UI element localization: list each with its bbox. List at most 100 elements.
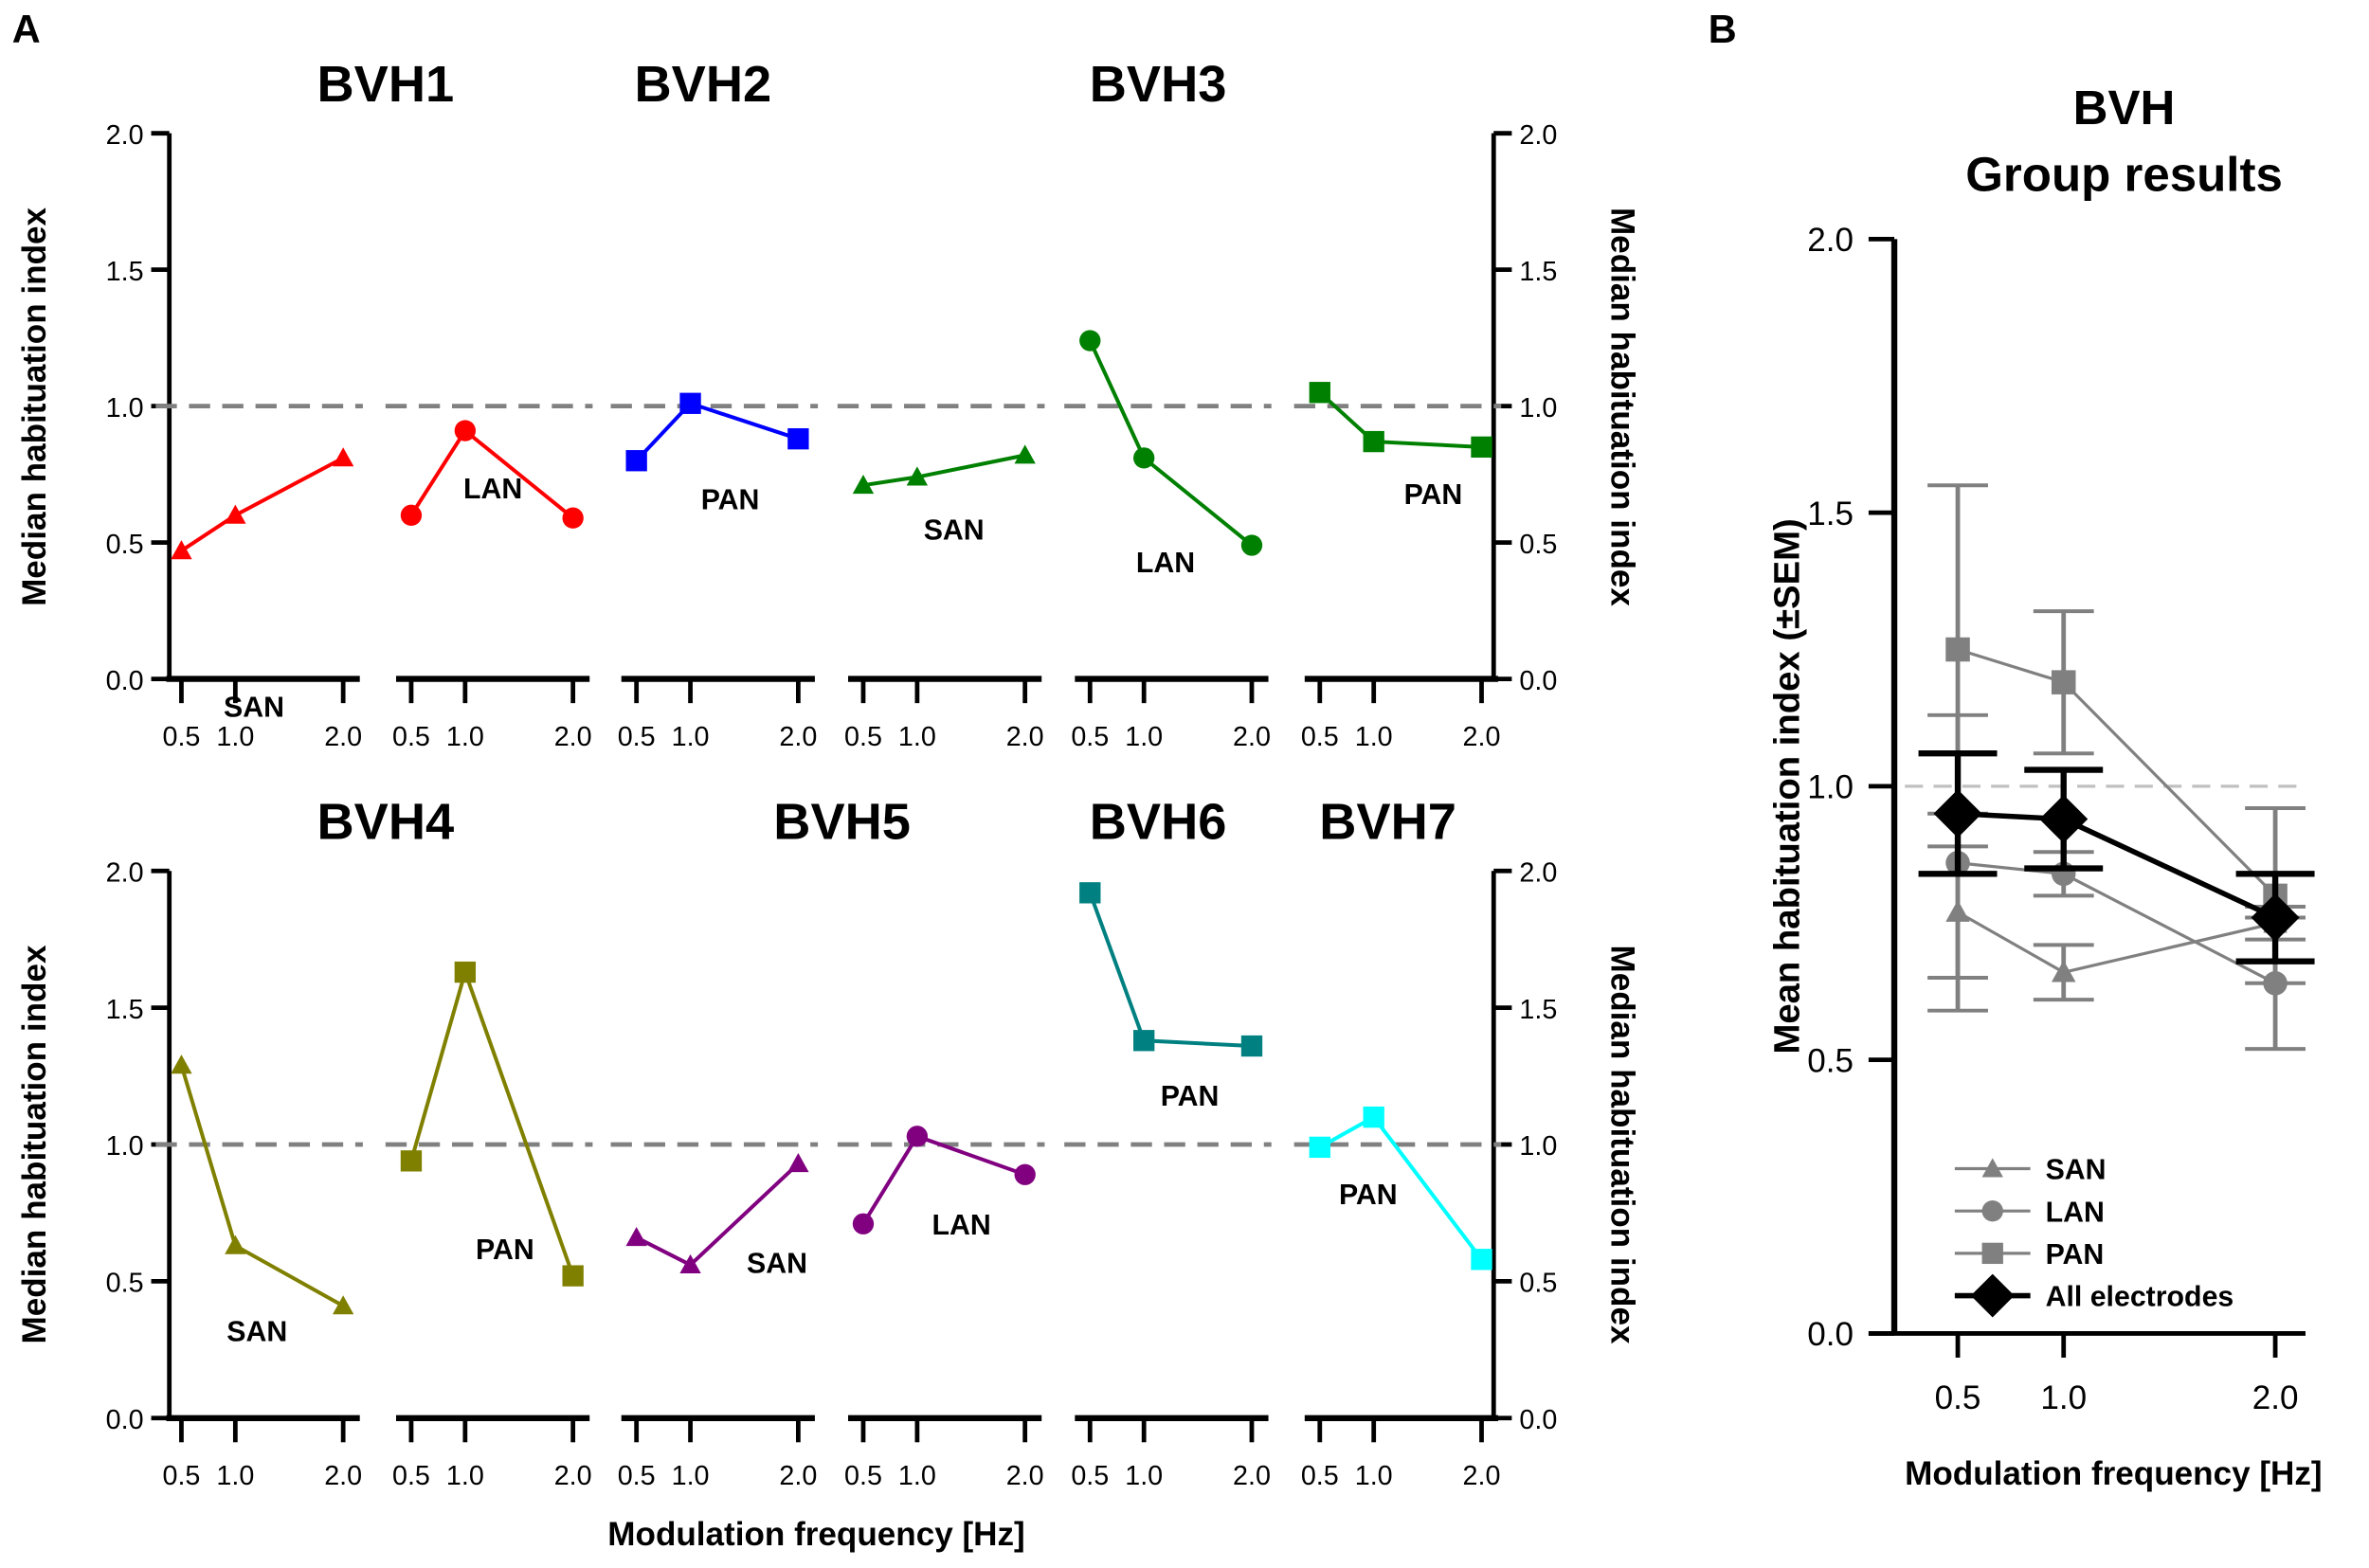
x-tick-label: 1.0 xyxy=(216,722,254,752)
x-tick-label: 0.5 xyxy=(392,1461,430,1491)
x-tick-label: 2.0 xyxy=(1006,722,1044,752)
data-point xyxy=(852,474,875,495)
data-point xyxy=(787,1153,809,1173)
series-bvh3-pan: PAN xyxy=(1309,382,1492,511)
series-bvh4-pan: PAN xyxy=(400,961,584,1287)
x-tick-label: 0.5 xyxy=(162,722,200,752)
x-tick-label: 1.0 xyxy=(898,722,936,752)
x-tick-label: 0.5 xyxy=(1935,1379,1981,1416)
y-tick-label: 2.0 xyxy=(1519,120,1557,151)
x-tick-label: 2.0 xyxy=(324,1461,362,1491)
y-tick-label: 0.5 xyxy=(1519,530,1557,560)
series-label: PAN xyxy=(1161,1081,1220,1112)
x-tick-label: 1.0 xyxy=(1355,1461,1393,1491)
y-tick-label: 1.0 xyxy=(1519,393,1557,424)
y-tick-label: 0.0 xyxy=(1519,1405,1557,1435)
series-label: LAN xyxy=(463,474,522,505)
title-b-line1: BVH xyxy=(2073,81,2176,135)
y-tick-label: 1.0 xyxy=(106,393,144,424)
subject-title: BVH5 xyxy=(773,794,911,851)
series-line xyxy=(862,453,1026,488)
y-tick-label: 1.0 xyxy=(1519,1131,1557,1162)
series-bvh7-pan: PAN xyxy=(1309,1106,1492,1271)
x-tick-label: 2.0 xyxy=(2252,1379,2299,1416)
y-tick-label: 0.5 xyxy=(1807,1042,1854,1079)
data-point xyxy=(679,1253,701,1273)
x-tick-label: 0.5 xyxy=(844,722,882,752)
x-tick-label: 2.0 xyxy=(1463,1461,1501,1491)
data-point xyxy=(225,1235,246,1254)
x-tick-label: 2.0 xyxy=(1463,722,1501,752)
x-tick-label: 0.5 xyxy=(1301,722,1339,752)
series-label: SAN xyxy=(224,693,284,724)
legend-label: LAN xyxy=(2046,1197,2105,1228)
subject-title: BVH4 xyxy=(316,794,454,851)
series-b-all-electrodes xyxy=(1918,750,2315,964)
data-point xyxy=(562,507,584,529)
legend-marker xyxy=(1981,1242,2003,1265)
y-tick-label: 0.5 xyxy=(1519,1269,1557,1299)
series-bvh2-pan: PAN xyxy=(625,392,809,516)
series-bvh1-lan: LAN xyxy=(400,420,584,529)
legend-marker xyxy=(1981,1158,2003,1178)
data-point xyxy=(332,1295,354,1315)
series-line xyxy=(1957,861,2276,985)
data-point xyxy=(1309,382,1330,404)
series-b-lan xyxy=(1927,712,2306,1052)
data-point xyxy=(1309,1136,1330,1159)
legend-item: LAN xyxy=(1954,1197,2105,1228)
data-point xyxy=(852,1213,875,1235)
y-tick-label: 2.0 xyxy=(1807,222,1854,259)
y-tick-label: 0.0 xyxy=(106,1405,144,1435)
y-tick-label: 1.0 xyxy=(106,1131,144,1162)
y-tick-label: 0.5 xyxy=(106,1269,144,1299)
y-tick-label: 2.0 xyxy=(106,120,144,151)
data-point xyxy=(562,1265,584,1287)
x-tick-label: 1.0 xyxy=(1125,722,1163,752)
series-line xyxy=(1088,339,1254,548)
series-label: PAN xyxy=(1404,479,1463,511)
data-point xyxy=(2039,795,2089,844)
y-axis-label-top-right: Median habituation index xyxy=(1604,207,1641,606)
x-tick-label: 2.0 xyxy=(554,722,592,752)
data-point xyxy=(454,961,477,983)
series-label: PAN xyxy=(476,1235,534,1266)
data-point xyxy=(400,1150,423,1172)
data-point xyxy=(1471,1249,1492,1271)
y-axis-label-bottom-left: Median habituation index xyxy=(16,945,53,1343)
series-label: SAN xyxy=(747,1248,807,1279)
y-axis-label-bottom-right: Median habituation index xyxy=(1604,946,1641,1344)
subject-title: BVH6 xyxy=(1090,794,1227,851)
y-tick-label: 2.0 xyxy=(1519,857,1557,888)
series-label: PAN xyxy=(1339,1180,1398,1211)
series-bvh4-san: SAN xyxy=(171,1054,354,1348)
legend-label: PAN xyxy=(2046,1239,2105,1271)
series-bvh5-san: SAN xyxy=(625,1153,809,1279)
subject-title: BVH1 xyxy=(316,56,454,113)
series-line xyxy=(409,965,575,1277)
x-tick-label: 1.0 xyxy=(2040,1379,2087,1416)
x-tick-label: 0.5 xyxy=(1071,722,1109,752)
series-line xyxy=(1318,390,1482,449)
legend-label: All electrodes xyxy=(2046,1282,2234,1313)
subject-title: BVH2 xyxy=(635,56,772,113)
panel-label-b: B xyxy=(1709,7,1737,51)
x-tick-label: 2.0 xyxy=(779,722,817,752)
y-tick-label: 0.0 xyxy=(1807,1316,1854,1353)
data-point xyxy=(1133,447,1155,469)
data-point xyxy=(1014,444,1036,464)
legend-item: All electrodes xyxy=(1954,1273,2234,1318)
data-point xyxy=(625,450,647,472)
data-point xyxy=(625,1227,647,1247)
y-tick-label: 0.0 xyxy=(1519,666,1557,696)
data-point xyxy=(171,540,192,560)
x-tick-label: 2.0 xyxy=(1233,722,1271,752)
y-tick-label: 2.0 xyxy=(106,857,144,888)
data-point xyxy=(400,504,423,527)
data-point xyxy=(2251,892,2300,943)
data-point xyxy=(1363,1106,1384,1128)
x-tick-label: 0.5 xyxy=(162,1461,200,1491)
data-point xyxy=(332,447,354,467)
data-point xyxy=(171,1054,192,1074)
y-axis-label-top-left: Median habituation index xyxy=(16,207,53,605)
